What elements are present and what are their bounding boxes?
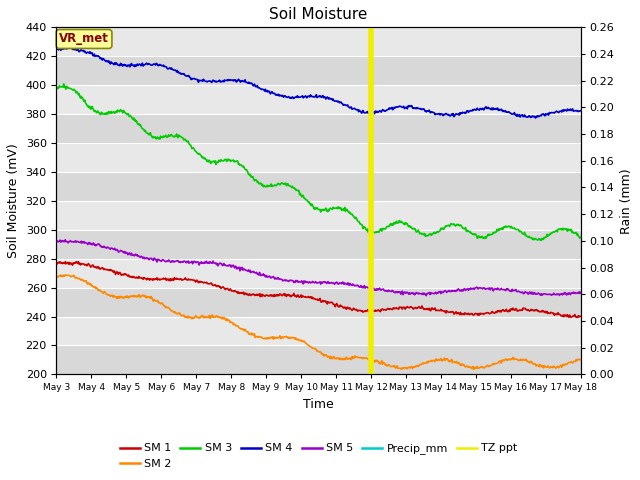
X-axis label: Time: Time	[303, 398, 334, 411]
Bar	[56, 114, 580, 143]
Bar	[56, 346, 580, 374]
Bar	[56, 259, 580, 288]
Bar	[56, 27, 580, 56]
Legend: SM 1, SM 2, SM 3, SM 4, SM 5, Precip_mm, TZ ppt: SM 1, SM 2, SM 3, SM 4, SM 5, Precip_mm,…	[115, 439, 522, 473]
Text: VR_met: VR_met	[59, 33, 109, 46]
Bar	[56, 172, 580, 201]
Y-axis label: Rain (mm): Rain (mm)	[620, 168, 633, 234]
Bar	[56, 288, 580, 316]
Bar	[56, 230, 580, 259]
Y-axis label: Soil Moisture (mV): Soil Moisture (mV)	[7, 144, 20, 258]
Bar	[56, 316, 580, 346]
Bar	[56, 201, 580, 230]
Bar	[56, 143, 580, 172]
Bar	[56, 56, 580, 85]
Title: Soil Moisture: Soil Moisture	[269, 7, 368, 22]
Bar	[56, 85, 580, 114]
